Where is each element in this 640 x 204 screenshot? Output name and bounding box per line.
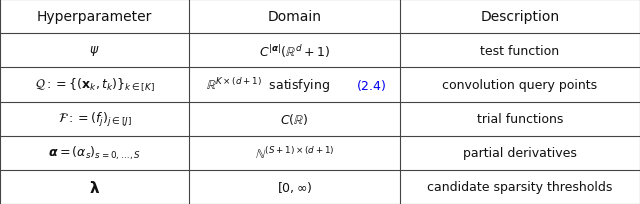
Text: Hyperparameter: Hyperparameter — [36, 10, 152, 24]
Text: candidate sparsity thresholds: candidate sparsity thresholds — [428, 181, 612, 193]
Text: partial derivatives: partial derivatives — [463, 146, 577, 160]
Text: trial functions: trial functions — [477, 113, 563, 125]
Text: $C(\mathbb{R})$: $C(\mathbb{R})$ — [280, 112, 308, 126]
Text: $(2.4)$: $(2.4)$ — [356, 78, 387, 92]
Text: test function: test function — [481, 44, 559, 58]
Text: $\mathcal{F}:=(f_j)_{j\in[J]}$: $\mathcal{F}:=(f_j)_{j\in[J]}$ — [58, 110, 131, 128]
Text: $\boldsymbol{\lambda}$: $\boldsymbol{\lambda}$ — [89, 179, 100, 195]
Text: $\mathcal{Q}:=\{(\mathbf{x}_k,t_k)\}_{k\in[K]}$: $\mathcal{Q}:=\{(\mathbf{x}_k,t_k)\}_{k\… — [35, 76, 154, 93]
Text: $\mathbb{R}^{K\times(d+1)}$  satisfying: $\mathbb{R}^{K\times(d+1)}$ satisfying — [206, 76, 332, 94]
Text: convolution query points: convolution query points — [442, 79, 598, 91]
Text: $C^{|\boldsymbol{\alpha}|}(\mathbb{R}^d+1)$: $C^{|\boldsymbol{\alpha}|}(\mathbb{R}^d+… — [259, 43, 330, 59]
Text: Domain: Domain — [268, 10, 321, 24]
Text: $\psi$: $\psi$ — [89, 44, 100, 58]
Text: Description: Description — [481, 10, 559, 24]
Text: $\mathbb{N}^{(S+1)\times(d+1)}$: $\mathbb{N}^{(S+1)\times(d+1)}$ — [255, 145, 334, 161]
Text: $\boldsymbol{\alpha}=(\alpha_s)_{s=0,\ldots,S}$: $\boldsymbol{\alpha}=(\alpha_s)_{s=0,\ld… — [48, 144, 141, 162]
Text: $[0,\infty)$: $[0,\infty)$ — [276, 180, 312, 194]
